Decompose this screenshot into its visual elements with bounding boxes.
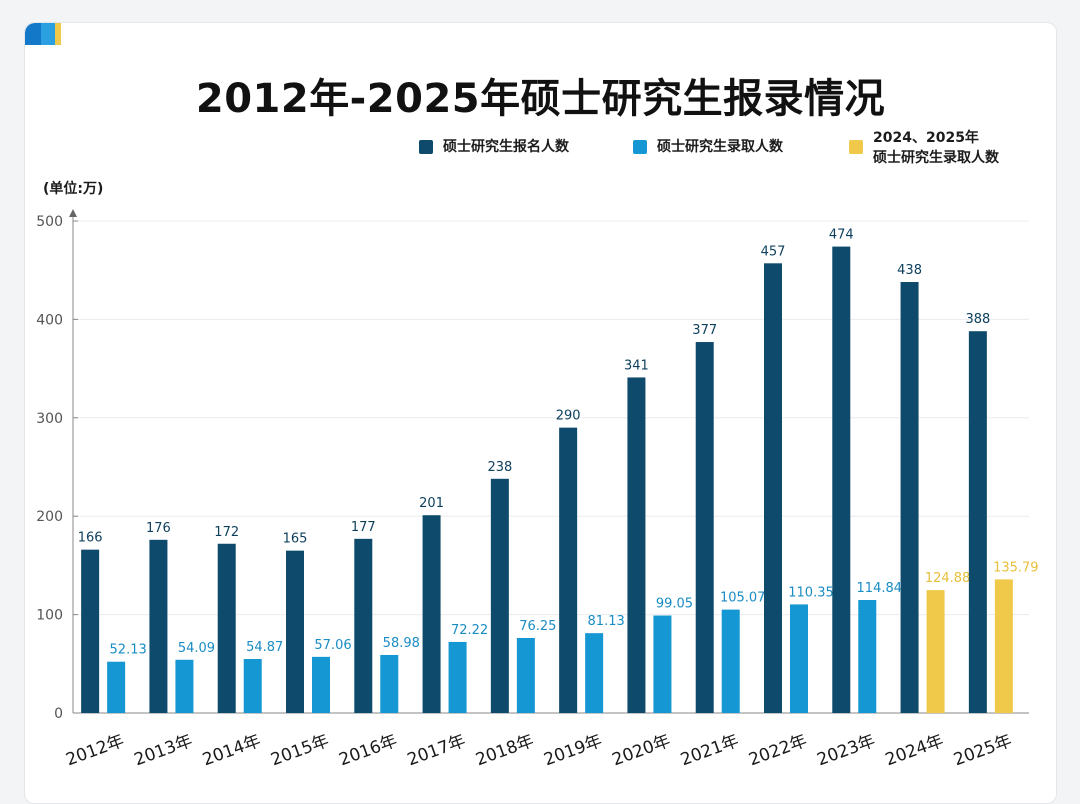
y-tick-label: 400 xyxy=(36,312,63,328)
bar-applicants xyxy=(217,543,236,713)
x-tick-label: 2012年 xyxy=(63,731,126,770)
data-label-applicants: 166 xyxy=(78,531,103,546)
y-axis-arrow-icon xyxy=(69,209,77,217)
data-label-admitted: 114.84 xyxy=(857,581,903,596)
data-label-admitted: 57.06 xyxy=(314,638,351,653)
x-tick-label: 2016年 xyxy=(337,731,400,770)
bar-admitted xyxy=(175,659,194,713)
bar-applicants xyxy=(490,478,509,713)
bar-applicants xyxy=(149,539,168,713)
x-tick-label: 2021年 xyxy=(678,731,741,770)
legend-label-applicants: 硕士研究生报名人数 xyxy=(443,139,569,155)
y-tick-label: 200 xyxy=(36,509,63,525)
x-tick-label: 2020年 xyxy=(610,731,673,770)
data-label-admitted: 76.25 xyxy=(519,619,556,634)
x-tick-label: 2014年 xyxy=(200,731,263,770)
data-label-admitted: 110.35 xyxy=(788,585,834,600)
data-label-admitted: 81.13 xyxy=(588,614,625,629)
data-label-admitted: 54.87 xyxy=(246,640,283,655)
bar-admitted xyxy=(312,656,330,713)
legend-label-admitted: 硕士研究生录取人数 xyxy=(657,139,783,155)
bar-admitted xyxy=(448,641,467,713)
x-tick-label: 2017年 xyxy=(405,731,468,770)
bar-admitted xyxy=(585,633,604,713)
bar-admitted xyxy=(380,654,399,713)
data-label-admitted: 54.09 xyxy=(178,641,215,656)
data-label-applicants: 176 xyxy=(146,521,171,536)
bar-applicants xyxy=(900,282,919,713)
bar-applicants xyxy=(764,263,782,713)
chart-title: 2012年-2025年硕士研究生报录情况 xyxy=(195,76,886,122)
bar-applicants xyxy=(286,550,304,713)
data-label-applicants: 474 xyxy=(829,228,854,243)
bar-admitted xyxy=(790,604,808,713)
legend-swatch-applicants xyxy=(419,140,433,154)
y-tick-label: 100 xyxy=(36,608,63,624)
y-tick-label: 500 xyxy=(36,214,63,230)
chart-card: 2012年-2025年硕士研究生报录情况 硕士研究生报名人数 硕士研究生录取人数… xyxy=(24,22,1057,804)
corner-logo-mark xyxy=(25,23,63,45)
bar-admitted-2024-2025 xyxy=(926,590,945,713)
x-tick-label: 2013年 xyxy=(132,731,195,770)
x-tick-label: 2024年 xyxy=(883,731,946,770)
x-tick-label: 2025年 xyxy=(951,731,1014,770)
data-label-admitted: 105.07 xyxy=(720,591,766,606)
legend-label-admitted-2024-2025-line1: 2024、2025年 xyxy=(873,130,979,146)
data-label-admitted: 58.98 xyxy=(383,636,420,651)
bar-applicants xyxy=(559,427,578,713)
data-label-admitted: 99.05 xyxy=(656,597,693,612)
unit-label: (单位:万) xyxy=(43,181,104,197)
data-label-admitted: 72.22 xyxy=(451,623,488,638)
data-label-applicants: 388 xyxy=(965,312,990,327)
bar-applicants xyxy=(832,246,851,714)
bar-applicants xyxy=(81,549,100,713)
data-label-admitted-2024-2025: 124.88 xyxy=(925,571,971,586)
data-label-applicants: 438 xyxy=(897,263,922,278)
y-tick-label: 300 xyxy=(36,411,63,427)
data-label-applicants: 290 xyxy=(556,409,581,424)
bar-admitted xyxy=(858,599,877,713)
data-label-applicants: 165 xyxy=(283,532,308,547)
data-label-applicants: 341 xyxy=(624,358,649,373)
data-label-applicants: 177 xyxy=(351,520,376,535)
bar-applicants xyxy=(968,331,987,713)
bar-admitted xyxy=(243,659,262,713)
bar-applicants xyxy=(627,377,646,713)
x-tick-label: 2023年 xyxy=(815,731,878,770)
data-label-applicants: 238 xyxy=(487,460,512,475)
legend-label-admitted-2024-2025-line2: 硕士研究生录取人数 xyxy=(873,150,999,166)
y-tick-label: 0 xyxy=(54,706,63,722)
data-label-admitted: 52.13 xyxy=(110,643,147,658)
data-label-applicants: 172 xyxy=(214,525,239,540)
bar-admitted xyxy=(721,609,740,713)
bar-admitted-2024-2025 xyxy=(994,579,1013,713)
bar-admitted xyxy=(653,615,672,713)
x-tick-label: 2019年 xyxy=(541,731,604,770)
data-label-applicants: 377 xyxy=(692,323,717,338)
data-label-admitted-2024-2025: 135.79 xyxy=(993,560,1039,575)
bar-admitted xyxy=(516,637,535,713)
data-label-applicants: 201 xyxy=(419,496,444,511)
x-tick-label: 2015年 xyxy=(268,731,331,770)
data-label-applicants: 457 xyxy=(761,244,786,259)
bar-applicants xyxy=(695,342,714,713)
bar-applicants xyxy=(354,538,373,713)
bar-admitted xyxy=(107,661,126,713)
bar-applicants xyxy=(422,515,441,713)
x-tick-label: 2018年 xyxy=(473,731,536,770)
bar-chart: 0 100 200 300 400 500 166 52.13 2012年 176 54.09 201… xyxy=(36,209,1039,770)
x-tick-label: 2022年 xyxy=(746,731,809,770)
legend-swatch-admitted-2024-2025 xyxy=(849,140,863,154)
legend-swatch-admitted xyxy=(633,140,647,154)
